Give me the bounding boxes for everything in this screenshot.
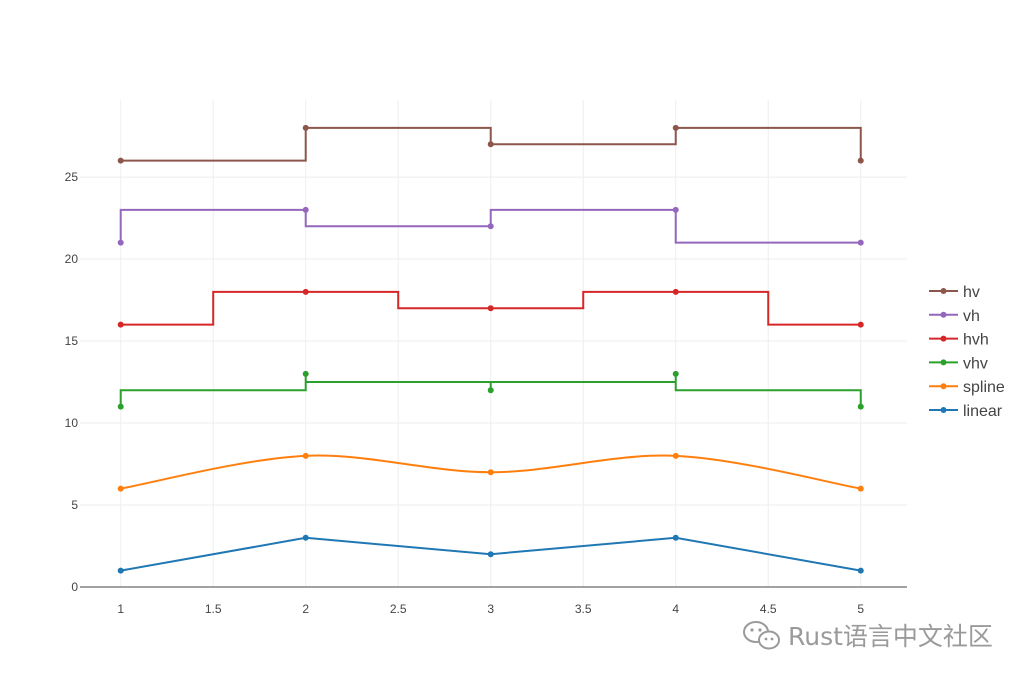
legend-item-hv[interactable]: hv	[929, 284, 980, 301]
data-point-spline	[857, 485, 864, 492]
y-tick-label: 0	[71, 580, 78, 594]
legend-label: vh	[963, 308, 980, 325]
legend-marker	[940, 407, 947, 413]
axes: 1 1.5 2 2.5 3 3.5 4 4.5 5 0 5 10 15 20 25	[65, 170, 907, 616]
data-point-linear	[487, 551, 494, 558]
data-point-hv	[857, 157, 864, 164]
data-point-vh	[302, 206, 309, 213]
legend-item-hvh[interactable]: hvh	[929, 332, 989, 349]
series-lines	[117, 124, 864, 574]
data-point-hvh	[672, 288, 679, 295]
data-point-hvh	[117, 321, 124, 328]
data-point-hv	[672, 124, 679, 131]
y-tick-label: 25	[65, 170, 79, 184]
y-tick-label: 20	[65, 252, 79, 266]
x-tick-label: 2.5	[390, 602, 407, 616]
watermark-text: Rust语言中文社区	[788, 622, 993, 651]
x-tick-label: 4	[672, 602, 679, 616]
x-tick-label: 4.5	[760, 602, 777, 616]
data-point-linear	[117, 567, 124, 574]
legend-marker	[940, 311, 947, 318]
data-point-vh	[117, 239, 124, 246]
legend-marker	[940, 335, 947, 342]
legend-label: hv	[963, 284, 980, 301]
legend-label: vhv	[963, 355, 988, 372]
data-point-vhv	[302, 370, 309, 377]
data-point-spline	[117, 485, 124, 492]
data-point-hvh	[302, 288, 309, 295]
x-tick-label: 3.5	[575, 602, 592, 616]
data-point-spline	[672, 452, 679, 459]
data-point-hv	[487, 141, 494, 148]
data-point-vh	[487, 223, 494, 230]
legend-marker	[940, 359, 947, 366]
watermark: Rust语言中文社区	[740, 616, 993, 654]
legend[interactable]: hv vh hvh vhv spline linear	[929, 284, 1005, 420]
data-point-hvh	[857, 321, 864, 328]
data-point-linear	[857, 567, 864, 574]
legend-item-spline[interactable]: spline	[929, 379, 1005, 396]
legend-item-vh[interactable]: vh	[929, 308, 980, 325]
x-tick-label: 5	[857, 602, 864, 616]
y-tick-label: 10	[65, 416, 79, 430]
data-point-hv	[302, 124, 309, 131]
y-tick-label: 5	[71, 498, 78, 512]
legend-label: hvh	[963, 332, 989, 349]
data-point-vhv	[487, 387, 494, 394]
data-point-linear	[302, 534, 309, 541]
data-point-vhv	[117, 403, 124, 410]
legend-item-linear[interactable]: linear	[929, 403, 1003, 420]
x-tick-label: 1.5	[205, 602, 222, 616]
data-point-vhv	[857, 403, 864, 410]
data-point-vh	[857, 239, 864, 246]
x-tick-label: 2	[302, 602, 309, 616]
series-hvh	[117, 288, 864, 328]
x-tick-label: 3	[487, 602, 494, 616]
data-point-vh	[672, 206, 679, 213]
data-point-vhv	[672, 370, 679, 377]
series-vhv	[117, 370, 864, 410]
legend-marker	[940, 288, 947, 294]
legend-item-vhv[interactable]: vhv	[929, 355, 988, 372]
data-point-hvh	[487, 305, 494, 312]
legend-marker	[940, 383, 947, 390]
grid-lines	[80, 100, 907, 587]
data-point-spline	[302, 452, 309, 459]
data-point-linear	[672, 534, 679, 541]
series-hv	[117, 124, 864, 164]
data-point-spline	[487, 469, 494, 476]
data-point-hv	[117, 157, 124, 164]
legend-label: spline	[963, 379, 1005, 396]
x-tick-label: 1	[117, 602, 124, 616]
series-spline	[117, 452, 864, 492]
legend-label: linear	[963, 403, 1003, 420]
series-linear	[117, 534, 864, 574]
wechat-icon	[743, 621, 780, 650]
series-vh	[117, 206, 864, 246]
y-tick-label: 15	[65, 334, 79, 348]
